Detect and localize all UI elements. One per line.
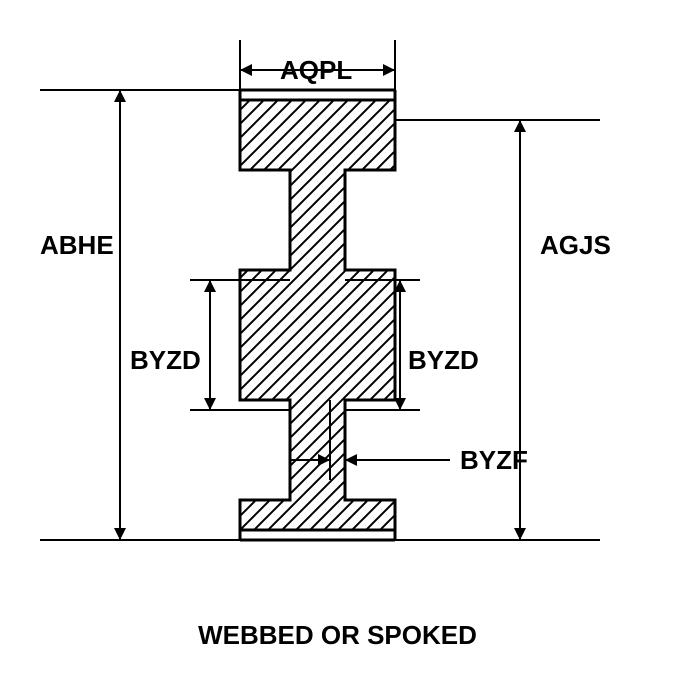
label-byzd-left: BYZD bbox=[130, 345, 201, 376]
diagram-title: WEBBED OR SPOKED bbox=[0, 620, 675, 651]
diagram-container: WEBBED OR SPOKED AQPL ABHE AGJS BYZD BYZ… bbox=[0, 0, 675, 690]
label-aqpl: AQPL bbox=[280, 55, 352, 86]
label-byzf: BYZF bbox=[460, 445, 528, 476]
label-byzd-right: BYZD bbox=[408, 345, 479, 376]
diagram-svg bbox=[0, 0, 675, 690]
label-agjs: AGJS bbox=[540, 230, 611, 261]
label-abhe: ABHE bbox=[40, 230, 114, 261]
